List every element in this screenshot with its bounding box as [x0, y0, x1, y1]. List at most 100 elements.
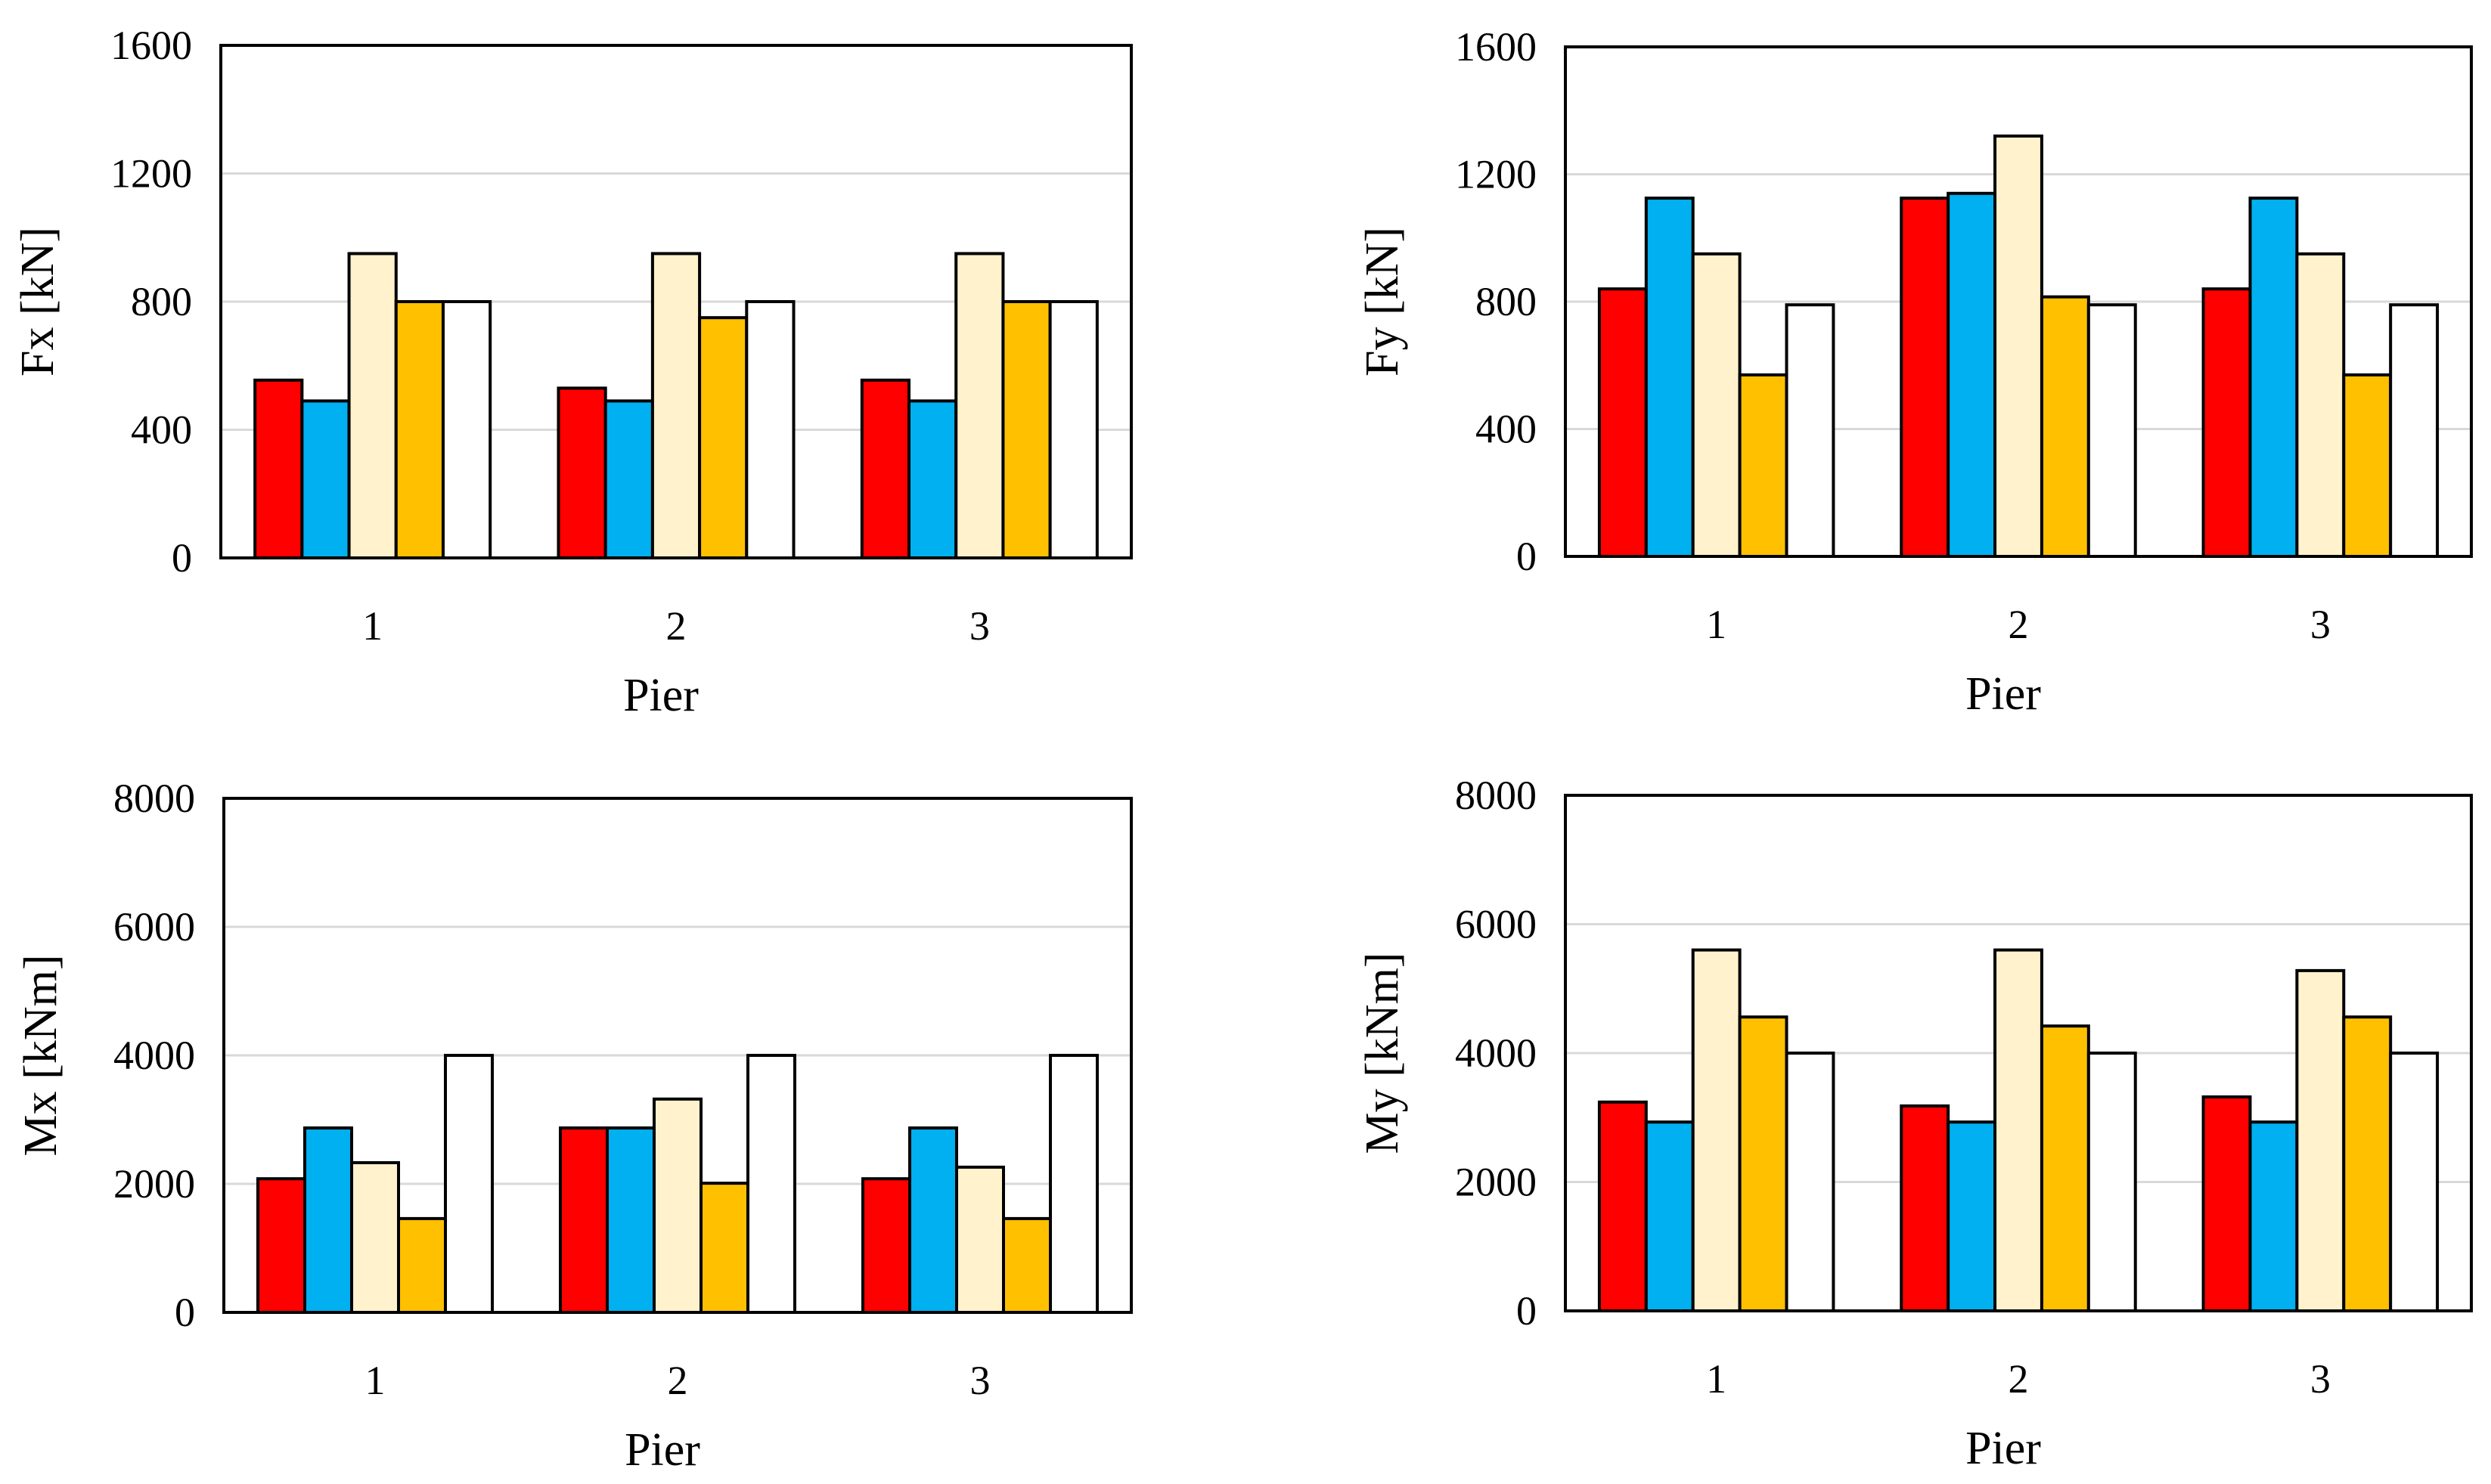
bar-series-5-pier-2 — [2086, 1052, 2137, 1312]
y-tick-label: 400 — [1475, 407, 1537, 452]
bar-series-4-pier-3 — [2342, 1015, 2393, 1312]
y-tick-label: 4000 — [1455, 1030, 1537, 1076]
x-tick-label: 2 — [2009, 1356, 2029, 1402]
x-tick-label: 1 — [1706, 602, 1726, 647]
bar-series-5-pier-1 — [444, 1054, 494, 1314]
bar-series-1-pier-1 — [253, 378, 304, 559]
y-tick-label: 800 — [131, 279, 192, 324]
bar-series-5-pier-1 — [1785, 303, 1835, 558]
bar-series-1-pier-2 — [559, 1126, 609, 1315]
x-tick-label: 3 — [970, 1358, 991, 1403]
bar-series-3-pier-1 — [1691, 252, 1742, 558]
bar-series-5-pier-1 — [1785, 1052, 1835, 1312]
bar-series-3-pier-2 — [1993, 948, 2043, 1312]
bar-series-1-pier-1 — [256, 1177, 306, 1314]
y-tick-label: 8000 — [113, 776, 195, 821]
bar-series-5-pier-3 — [1048, 300, 1099, 559]
y-tick-label: 1600 — [1455, 24, 1537, 70]
plot-area — [1564, 794, 2473, 1312]
y-tick-label: 6000 — [1455, 902, 1537, 947]
y-tick-label: 0 — [172, 535, 192, 581]
bar-series-5-pier-3 — [2389, 1052, 2440, 1312]
bar-series-1-pier-3 — [2201, 1095, 2252, 1312]
bar-series-2-pier-3 — [907, 399, 958, 559]
x-tick-label: 3 — [969, 603, 990, 649]
bar-series-5-pier-2 — [2086, 303, 2137, 558]
bar-series-2-pier-3 — [908, 1126, 958, 1315]
plot-area — [222, 797, 1133, 1314]
bar-series-2-pier-2 — [1947, 191, 1997, 558]
y-tick-label: 0 — [175, 1290, 195, 1335]
bar-series-2-pier-2 — [1947, 1120, 1997, 1313]
bar-series-4-pier-1 — [397, 1216, 447, 1315]
bar-series-5-pier-3 — [2389, 303, 2440, 558]
chart-panel-my: 0 2000 4000 6000 8000 1 2 3 Pier My [kNm] — [1357, 773, 2473, 1474]
bar-series-3-pier-1 — [1691, 948, 1742, 1312]
bar-series-4-pier-2 — [700, 1182, 749, 1315]
bar-series-3-pier-3 — [955, 1165, 1005, 1315]
x-tick-label: 3 — [2310, 602, 2331, 647]
x-axis-title: Pier — [1965, 668, 2041, 720]
y-tick-label: 0 — [1516, 1288, 1537, 1334]
bar-series-3-pier-2 — [653, 1097, 703, 1315]
y-tick-label: 1600 — [110, 23, 192, 68]
y-axis-title-fx: Fx [kN] — [12, 227, 64, 376]
bar-series-4-pier-3 — [1002, 1216, 1052, 1315]
x-axis-title: Pier — [1965, 1423, 2041, 1474]
bar-series-4-pier-1 — [394, 300, 445, 559]
bar-series-3-pier-3 — [954, 252, 1005, 559]
x-axis-title: Pier — [623, 670, 699, 721]
plot-area — [1564, 45, 2473, 558]
bar-series-3-pier-3 — [2295, 252, 2346, 558]
x-axis-title: Pier — [625, 1424, 700, 1476]
y-tick-label: 2000 — [1455, 1160, 1537, 1205]
x-tick-label: 1 — [365, 1358, 386, 1403]
bar-series-4-pier-2 — [2040, 295, 2090, 558]
y-tick-label: 8000 — [1455, 773, 1537, 818]
y-axis-title-my: My [kNm] — [1357, 953, 1408, 1154]
bar-series-5-pier-3 — [1049, 1054, 1099, 1314]
bar-series-3-pier-2 — [1993, 134, 2043, 558]
y-tick-label: 4000 — [113, 1033, 195, 1078]
bar-series-5-pier-2 — [745, 300, 796, 559]
bar-series-5-pier-2 — [746, 1054, 796, 1314]
y-tick-label: 1200 — [110, 151, 192, 197]
bar-series-2-pier-1 — [300, 399, 351, 559]
bar-series-2-pier-2 — [603, 399, 654, 559]
y-tick-label: 2000 — [113, 1161, 195, 1207]
x-tick-label: 3 — [2310, 1356, 2331, 1402]
bar-series-4-pier-2 — [698, 316, 749, 559]
chart-panel-fx: 0 400 800 1200 1600 1 2 3 Pier Fx [kN] — [12, 23, 1133, 721]
chart-panel-mx: 0 2000 4000 6000 8000 1 2 3 Pier Mx [kNm] — [15, 776, 1133, 1476]
bar-series-3-pier-1 — [347, 252, 398, 559]
bar-series-1-pier-1 — [1597, 1100, 1648, 1313]
x-tick-label: 1 — [1706, 1356, 1726, 1402]
bar-series-1-pier-3 — [860, 378, 911, 559]
bar-series-4-pier-3 — [1001, 300, 1052, 559]
bar-series-4-pier-3 — [2342, 373, 2393, 559]
bar-series-2-pier-1 — [1644, 1120, 1695, 1313]
bar-series-3-pier-3 — [2295, 968, 2346, 1312]
y-tick-label: 400 — [131, 407, 192, 453]
y-tick-label: 6000 — [113, 904, 195, 950]
bar-series-1-pier-2 — [1900, 197, 1950, 558]
bar-series-5-pier-1 — [441, 300, 492, 559]
bar-series-2-pier-1 — [303, 1126, 353, 1315]
bar-series-2-pier-1 — [1644, 197, 1695, 558]
y-axis-title-fy: Fy [kN] — [1357, 227, 1408, 376]
bar-series-4-pier-1 — [1738, 373, 1788, 559]
x-tick-label: 2 — [668, 1358, 688, 1403]
y-tick-label: 1200 — [1455, 152, 1537, 197]
y-axis-title-mx: Mx [kNm] — [15, 955, 67, 1157]
bar-series-2-pier-3 — [2248, 1120, 2299, 1313]
bar-series-1-pier-2 — [1900, 1104, 1950, 1313]
x-tick-label: 1 — [362, 603, 383, 649]
bar-series-1-pier-3 — [2201, 287, 2252, 558]
bar-series-1-pier-2 — [557, 386, 607, 559]
y-tick-label: 800 — [1475, 279, 1537, 324]
bar-series-2-pier-3 — [2248, 197, 2299, 558]
bar-series-2-pier-2 — [606, 1126, 656, 1315]
bar-series-4-pier-1 — [1738, 1015, 1788, 1312]
x-tick-label: 2 — [666, 603, 687, 649]
